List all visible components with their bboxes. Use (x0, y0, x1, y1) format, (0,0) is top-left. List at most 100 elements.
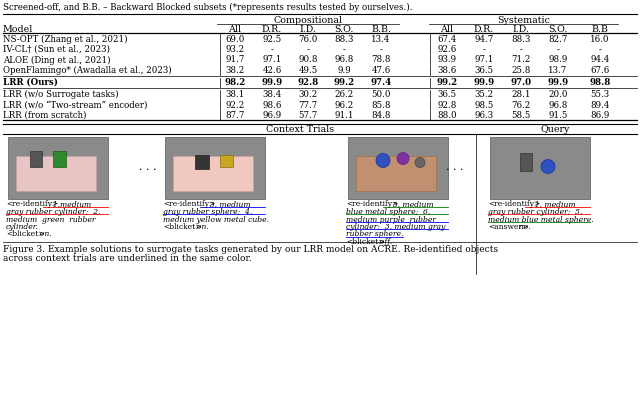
Text: 25.8: 25.8 (511, 66, 531, 75)
Bar (165, 137, 265, 198)
Text: 97.4: 97.4 (371, 78, 392, 87)
Bar (348, 137, 448, 198)
Text: 38.6: 38.6 (437, 66, 456, 75)
Text: D.R.: D.R. (474, 25, 494, 34)
Text: 98.9: 98.9 (548, 55, 568, 65)
Text: 30.2: 30.2 (298, 90, 317, 99)
Text: 36.5: 36.5 (437, 90, 456, 99)
Text: 67.4: 67.4 (437, 34, 456, 44)
Text: 93.9: 93.9 (437, 55, 456, 65)
Text: 96.8: 96.8 (334, 55, 354, 65)
Text: medium purple  rubber: medium purple rubber (346, 215, 436, 223)
Text: I.D.: I.D. (513, 25, 529, 34)
Text: Compositional: Compositional (273, 16, 342, 25)
Text: <re-identify>: <re-identify> (163, 200, 215, 209)
Text: Screened-off, and B.B. – Backward Blocked subsets (*represents results tested by: Screened-off, and B.B. – Backward Blocke… (3, 3, 413, 12)
Text: 99.9: 99.9 (474, 78, 495, 87)
FancyBboxPatch shape (16, 156, 96, 190)
Text: medium yellow metal cube.: medium yellow metal cube. (163, 215, 269, 223)
Text: LRR (w/o Surrogate tasks): LRR (w/o Surrogate tasks) (3, 90, 118, 99)
Circle shape (397, 152, 409, 164)
Text: 38.4: 38.4 (262, 90, 282, 99)
Text: 93.2: 93.2 (225, 45, 244, 54)
Text: <blicket>: <blicket> (346, 238, 385, 246)
Text: 90.8: 90.8 (298, 55, 317, 65)
Text: 13.7: 13.7 (548, 66, 568, 75)
Text: 1,medium: 1,medium (47, 200, 91, 209)
Text: no.: no. (514, 223, 530, 231)
Text: across context trials are underlined in the same color.: across context trials are underlined in … (3, 254, 252, 263)
Text: 9.9: 9.9 (337, 66, 351, 75)
Text: 5, medium: 5, medium (388, 200, 433, 209)
Text: on.: on. (192, 223, 209, 231)
Text: <re-identify>: <re-identify> (488, 200, 540, 209)
Text: gray rubber cylinder;  5,: gray rubber cylinder; 5, (488, 208, 582, 216)
Text: blue metal sphere;  6,: blue metal sphere; 6, (346, 208, 430, 216)
Text: OpenFlamingo* (Awadalla et al., 2023): OpenFlamingo* (Awadalla et al., 2023) (3, 66, 172, 75)
Text: 47.6: 47.6 (371, 66, 390, 75)
Text: <blicket>: <blicket> (6, 230, 45, 238)
Text: 99.2: 99.2 (436, 78, 458, 87)
Bar (8, 137, 108, 198)
Bar (220, 154, 233, 166)
Text: 69.0: 69.0 (225, 34, 244, 44)
Text: 89.4: 89.4 (590, 101, 610, 110)
Text: 76.0: 76.0 (298, 34, 317, 44)
Text: 36.5: 36.5 (474, 66, 493, 75)
Text: 96.3: 96.3 (474, 111, 493, 120)
Text: Query: Query (540, 126, 570, 135)
Bar (53, 150, 66, 166)
FancyBboxPatch shape (356, 156, 436, 190)
Text: 92.5: 92.5 (262, 34, 282, 44)
Text: Context Trials: Context Trials (266, 126, 334, 135)
Text: All: All (228, 25, 241, 34)
Text: 92.8: 92.8 (437, 101, 457, 110)
Text: 96.2: 96.2 (334, 101, 354, 110)
Text: medium blue metal sphere.: medium blue metal sphere. (488, 215, 594, 223)
Text: -: - (307, 45, 309, 54)
Text: 99.9: 99.9 (547, 78, 568, 87)
Text: 55.3: 55.3 (591, 90, 609, 99)
Text: cylinder.: cylinder. (6, 223, 39, 231)
Text: medium  green  rubber: medium green rubber (6, 215, 95, 223)
FancyBboxPatch shape (173, 156, 253, 190)
Circle shape (376, 154, 390, 168)
Text: . . .: . . . (446, 162, 464, 173)
Text: Systematic: Systematic (497, 16, 550, 25)
Text: 88.3: 88.3 (511, 34, 531, 44)
Text: -: - (520, 45, 522, 54)
Text: 76.2: 76.2 (511, 101, 531, 110)
Text: gray rubber cylinder;  2,: gray rubber cylinder; 2, (6, 208, 100, 216)
Text: ALOE (Ding et al., 2021): ALOE (Ding et al., 2021) (3, 55, 111, 65)
Text: 1, medium: 1, medium (530, 200, 575, 209)
Text: 91.7: 91.7 (225, 55, 244, 65)
Text: <blicket>: <blicket> (163, 223, 202, 231)
Bar (195, 154, 209, 169)
Text: 58.5: 58.5 (511, 111, 531, 120)
Text: <re-identify>: <re-identify> (346, 200, 398, 209)
Text: 28.1: 28.1 (511, 90, 531, 99)
Text: 38.1: 38.1 (225, 90, 244, 99)
Text: cylinder;  3, medium gray: cylinder; 3, medium gray (346, 223, 445, 231)
Text: 91.5: 91.5 (548, 111, 568, 120)
Text: -: - (271, 45, 273, 54)
Text: <answer>: <answer> (488, 223, 528, 231)
Text: -: - (380, 45, 383, 54)
Text: off.: off. (375, 238, 392, 246)
Text: 97.1: 97.1 (262, 55, 282, 65)
Text: 98.5: 98.5 (474, 101, 493, 110)
Text: 85.8: 85.8 (371, 101, 391, 110)
Text: 91.1: 91.1 (334, 111, 354, 120)
Text: LRR (from scratch): LRR (from scratch) (3, 111, 86, 120)
Text: 35.2: 35.2 (474, 90, 493, 99)
Text: -: - (483, 45, 485, 54)
Text: -: - (342, 45, 346, 54)
Text: NS-OPT (Zhang et al., 2021): NS-OPT (Zhang et al., 2021) (3, 34, 127, 44)
Text: 86.9: 86.9 (590, 111, 610, 120)
Text: 96.8: 96.8 (548, 101, 568, 110)
Bar (30, 150, 42, 166)
Bar (490, 137, 590, 198)
Text: 38.2: 38.2 (225, 66, 244, 75)
Text: 98.8: 98.8 (589, 78, 611, 87)
Text: 13.4: 13.4 (371, 34, 390, 44)
